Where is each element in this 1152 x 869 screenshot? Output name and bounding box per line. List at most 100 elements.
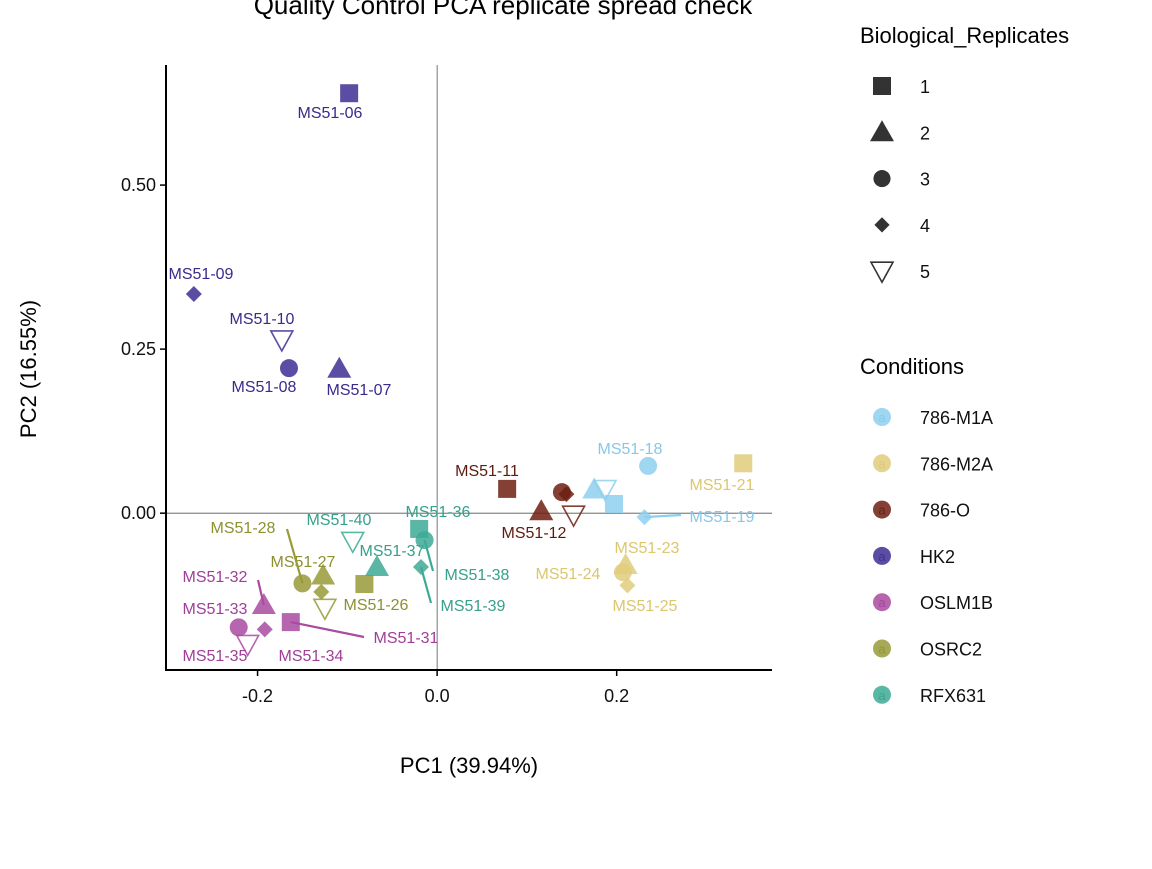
point-marker xyxy=(327,356,352,378)
point-label: MS51-28 xyxy=(211,520,276,537)
point-label: MS51-10 xyxy=(230,311,295,328)
data-point: MS51-11 xyxy=(455,463,519,498)
point-label: MS51-21 xyxy=(690,477,755,494)
color-legend-item: a OSRC2 xyxy=(873,639,982,660)
point-marker xyxy=(604,494,623,513)
color-legend-label: 786-M2A xyxy=(920,454,993,474)
point-label: MS51-32 xyxy=(183,569,248,586)
data-point xyxy=(604,494,623,513)
point-marker xyxy=(293,574,312,593)
legend-color-swatch-icon xyxy=(873,639,891,658)
point-label: MS51-24 xyxy=(536,566,601,583)
legend-key-glyph: a xyxy=(878,549,886,564)
data-point: MS51-18 xyxy=(598,441,663,475)
data-point xyxy=(313,583,330,600)
point-marker xyxy=(529,499,554,521)
x-tick-label: -0.2 xyxy=(242,686,273,706)
legend-color-swatch-icon xyxy=(873,500,891,519)
plot-area: -0.2 0.0 0.2 0.00 0.25 0.50 MS51-06 MS51-07 MS51… xyxy=(121,65,772,706)
data-point xyxy=(312,598,338,621)
legend-color-swatch-icon xyxy=(873,408,891,426)
point-marker xyxy=(355,575,374,594)
data-point: MS51-35 xyxy=(183,634,261,665)
point-marker xyxy=(613,563,632,582)
color-legend-item: a OSLM1B xyxy=(873,593,993,613)
point-marker xyxy=(340,84,359,103)
label-connector xyxy=(285,528,304,584)
data-point: MS51-26 xyxy=(344,575,409,614)
point-marker xyxy=(734,454,753,473)
shape-legend-item: 1 xyxy=(873,77,930,97)
point-marker xyxy=(185,286,202,303)
data-point: MS51-33 xyxy=(183,601,248,637)
point-label: MS51-35 xyxy=(183,648,248,665)
data-point: MS51-40 xyxy=(307,512,372,555)
legend-square-icon xyxy=(873,77,891,95)
point-marker xyxy=(558,486,575,503)
data-point: MS51-36 xyxy=(406,504,471,538)
chart-title: Quality Control PCA replicate spread che… xyxy=(254,0,754,20)
legend-color-swatch-icon xyxy=(873,546,891,565)
color-legend-item: a 786-O xyxy=(873,501,970,521)
data-point: MS51-32 xyxy=(183,569,276,615)
point-marker xyxy=(639,456,658,475)
point-label: MS51-11 xyxy=(455,463,519,480)
point-marker xyxy=(235,634,261,658)
point-label: MS51-23 xyxy=(615,540,680,557)
color-legend-label: HK2 xyxy=(920,547,955,567)
point-marker xyxy=(312,598,338,621)
shape-legend-label: 5 xyxy=(920,262,930,282)
data-point xyxy=(558,486,575,503)
point-marker xyxy=(415,531,434,550)
legend-key-glyph: a xyxy=(878,503,886,518)
point-label: MS51-18 xyxy=(598,441,663,458)
point-label: MS51-25 xyxy=(613,598,678,615)
x-tick-label: 0.0 xyxy=(425,686,450,706)
legend: Biological_Replicates 1 2 3 4 5 Conditions a 786… xyxy=(860,23,1069,706)
data-point: MS51-27 xyxy=(271,554,336,585)
color-legend-title: Conditions xyxy=(860,354,964,379)
color-legend-item: a HK2 xyxy=(873,546,955,567)
color-legend-item: a 786-M1A xyxy=(873,408,993,428)
legend-triangle-down-open-icon xyxy=(869,261,895,284)
point-label: MS51-08 xyxy=(232,379,297,396)
legend-diamond-icon xyxy=(874,217,890,233)
shape-legend-label: 4 xyxy=(920,216,930,236)
data-point: MS51-25 xyxy=(613,577,678,615)
legend-circle-icon xyxy=(873,170,891,188)
point-marker xyxy=(251,593,276,615)
y-tick-label: 0.00 xyxy=(121,503,156,523)
point-label: MS51-12 xyxy=(502,525,567,542)
point-marker xyxy=(364,554,389,576)
data-point: MS51-38 xyxy=(415,531,510,584)
point-marker xyxy=(592,479,618,503)
point-label: MS51-19 xyxy=(690,509,755,526)
shape-legend-item: 3 xyxy=(873,170,930,190)
shape-legend-label: 2 xyxy=(920,123,930,143)
y-tick-label: 0.50 xyxy=(121,175,156,195)
point-label: MS51-40 xyxy=(307,512,372,529)
point-marker xyxy=(619,577,636,594)
color-legend-label: 786-O xyxy=(920,501,970,521)
data-point: MS51-10 xyxy=(230,311,295,353)
data-point: MS51-37 xyxy=(360,543,425,576)
point-label: MS51-06 xyxy=(298,105,363,122)
y-axis-label: PC2 (16.55%) xyxy=(16,300,41,438)
data-point: MS51-07 xyxy=(327,356,392,399)
point-marker xyxy=(561,505,586,528)
point-label: MS51-26 xyxy=(344,597,409,614)
legend-color-swatch-icon xyxy=(873,454,891,473)
point-marker xyxy=(498,479,517,498)
data-point: MS51-24 xyxy=(536,563,632,583)
point-label: MS51-34 xyxy=(279,648,344,665)
legend-key-glyph: a xyxy=(878,456,886,471)
color-legend-item: a 786-M2A xyxy=(873,454,993,474)
shape-legend-item: 2 xyxy=(870,120,930,143)
point-label: MS51-36 xyxy=(406,504,471,521)
legend-color-swatch-icon xyxy=(873,593,891,612)
data-point: MS51-06 xyxy=(298,84,363,122)
data-point: MS51-09 xyxy=(169,266,234,303)
point-label: MS51-31 xyxy=(374,630,439,647)
legend-triangle-icon xyxy=(870,120,894,142)
